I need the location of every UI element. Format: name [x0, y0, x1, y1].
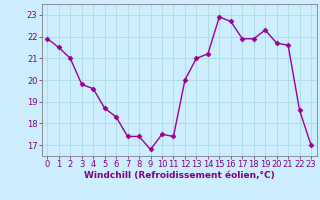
X-axis label: Windchill (Refroidissement éolien,°C): Windchill (Refroidissement éolien,°C)	[84, 171, 275, 180]
